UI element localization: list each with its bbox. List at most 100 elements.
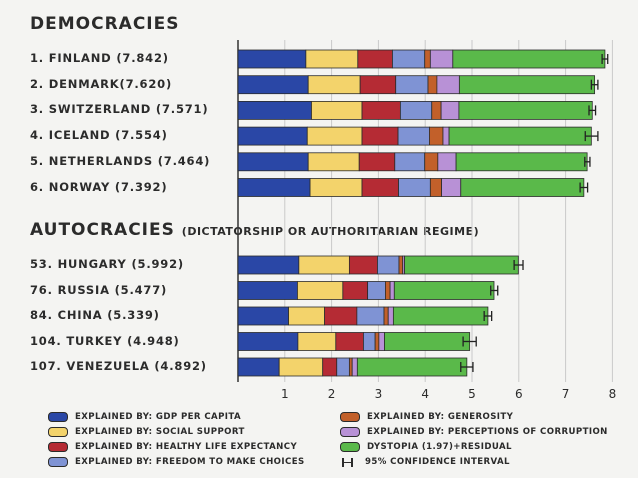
legend-label: EXPLAINED BY: GDP PER CAPITA <box>75 412 242 422</box>
bar-segment <box>429 126 444 146</box>
bar-segment <box>361 126 399 146</box>
bar-segment <box>324 306 358 326</box>
bar-segment <box>431 101 442 120</box>
bar-segment <box>429 178 442 197</box>
bar-segment <box>342 281 369 300</box>
bar-segment <box>237 75 309 95</box>
bar-segment <box>359 75 397 95</box>
legend-swatch <box>48 457 68 467</box>
bar-segment <box>385 281 391 300</box>
country-label: 53. HUNGARY (5.992) <box>30 257 184 271</box>
bar-segment <box>237 152 309 172</box>
bar-segment <box>305 49 359 69</box>
bar-segment <box>322 357 338 377</box>
legend-label: 95% CONFIDENCE INTERVAL <box>365 457 510 467</box>
x-tick-label-8: 8 <box>609 387 617 401</box>
legend-swatch <box>340 442 360 452</box>
country-label: 4. ICELAND (7.554) <box>30 128 168 143</box>
bar-segment <box>278 357 324 377</box>
bar-segment <box>393 281 495 300</box>
bar-segment <box>367 281 386 300</box>
bar-segment <box>237 101 312 120</box>
bar-segment <box>392 306 489 326</box>
country-label: 6. NORWAY (7.392) <box>30 179 168 194</box>
bar-segment <box>361 101 401 120</box>
country-label: 104. TURKEY (4.948) <box>30 333 180 348</box>
legend-swatch <box>48 427 68 437</box>
x-tick-label-2: 2 <box>328 387 336 401</box>
country-label: 1. FINLAND (7.842) <box>30 51 169 65</box>
bar-segment <box>237 126 308 146</box>
bar-segment <box>383 306 389 326</box>
bar-segment <box>395 75 429 95</box>
legend-item-ci: 95% CONFIDENCE INTERVAL <box>340 457 510 467</box>
x-tick-label-3: 3 <box>375 387 383 401</box>
legend-swatch <box>340 427 360 437</box>
bar-segment <box>237 49 307 69</box>
legend-swatch <box>48 412 68 422</box>
legend-item: EXPLAINED BY: GDP PER CAPITA <box>48 412 241 422</box>
x-tick-label-5: 5 <box>468 387 476 401</box>
autocracies-title-text: AUTOCRACIES <box>30 220 175 240</box>
bar-segment <box>442 126 450 146</box>
bar-segment <box>437 152 457 172</box>
bar-segment <box>288 306 325 326</box>
bar-segment <box>309 178 363 197</box>
bar-segment <box>441 178 462 197</box>
bar-segment <box>237 255 300 275</box>
country-label: 5. NETHERLANDS (7.464) <box>30 153 211 168</box>
legend-swatch <box>48 442 68 452</box>
bar-segment <box>356 357 468 377</box>
bar-segment <box>394 152 426 172</box>
bar-segment <box>307 152 360 172</box>
bar-segment <box>237 357 280 377</box>
confidence-interval-icon <box>340 457 358 467</box>
bar-segment <box>335 332 364 351</box>
bar-segment <box>351 357 358 377</box>
bar-segment <box>429 49 454 69</box>
bar-segment <box>237 178 311 197</box>
bar-segment <box>356 306 385 326</box>
legend-item: DYSTOPIA (1.97)+RESIDUAL <box>340 442 512 452</box>
bar-segment <box>363 332 376 351</box>
bar-segment <box>311 101 363 120</box>
bar-segment <box>440 101 460 120</box>
bar-segment <box>237 281 298 300</box>
bar-segment <box>237 332 299 351</box>
bar-segment <box>424 49 431 69</box>
legend-item: EXPLAINED BY: GENEROSITY <box>340 412 513 422</box>
bar-segment <box>427 75 438 95</box>
bar-segment <box>398 255 404 275</box>
autocracies-title: AUTOCRACIES (DICTATORSHIP OR AUTHORITARI… <box>30 220 479 240</box>
bar-segment <box>307 75 361 95</box>
bar-segment <box>389 281 395 300</box>
legend-item: EXPLAINED BY: HEALTHY LIFE EXPECTANCY <box>48 442 297 452</box>
bar-segment <box>297 332 337 351</box>
bar-segment <box>398 178 431 197</box>
bar-segment <box>377 255 400 275</box>
legend-item: EXPLAINED BY: PERCEPTIONS OF CORRUPTION <box>340 427 608 437</box>
legend-swatch <box>340 412 360 422</box>
bar-segment <box>399 101 433 120</box>
bar-segment <box>392 49 426 69</box>
legend-label: EXPLAINED BY: FREEDOM TO MAKE CHOICES <box>75 457 305 467</box>
bar-segment <box>436 75 460 95</box>
legend-item: EXPLAINED BY: FREEDOM TO MAKE CHOICES <box>48 457 305 467</box>
autocracies-subtitle: (DICTATORSHIP OR AUTHORITARIAN REGIME) <box>181 225 480 238</box>
legend-label: EXPLAINED BY: HEALTHY LIFE EXPECTANCY <box>75 442 298 452</box>
x-tick-label-7: 7 <box>562 387 570 401</box>
country-label: 84. CHINA (5.339) <box>30 308 160 322</box>
country-label: 107. VENEZUELA (4.892) <box>30 359 207 373</box>
bar-segment <box>387 306 394 326</box>
x-tick-label-6: 6 <box>515 387 523 401</box>
bar-segment <box>452 49 606 69</box>
bar-segment <box>404 255 519 275</box>
bar-segment <box>424 152 439 172</box>
bar-segment <box>336 357 350 377</box>
bar-segment <box>357 49 393 69</box>
legend-label: EXPLAINED BY: GENEROSITY <box>367 412 514 422</box>
bar-segment <box>455 152 588 172</box>
bar-segment <box>348 255 378 275</box>
